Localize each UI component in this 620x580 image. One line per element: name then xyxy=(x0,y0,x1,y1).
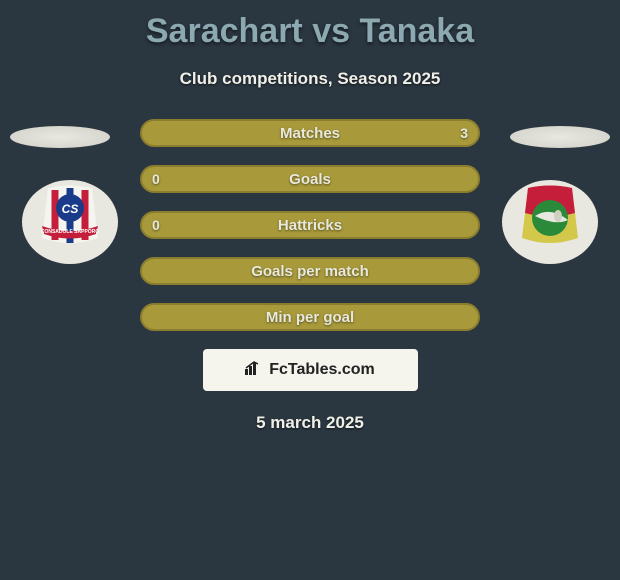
stat-label: Goals per match xyxy=(251,263,369,280)
stat-label: Matches xyxy=(280,125,340,142)
stat-left-value: 0 xyxy=(152,171,160,187)
svg-text:CONSADOLE SAPPORO: CONSADOLE SAPPORO xyxy=(41,229,99,235)
stats-container: Matches 3 0 Goals 0 Hattricks Goals per … xyxy=(140,119,480,331)
player-head-left xyxy=(10,126,110,148)
stat-row-goals: 0 Goals xyxy=(140,165,480,193)
stat-row-min-per-goal: Min per goal xyxy=(140,303,480,331)
stat-row-hattricks: 0 Hattricks xyxy=(140,211,480,239)
svg-text:CS: CS xyxy=(62,202,79,216)
stat-left-value: 0 xyxy=(152,217,160,233)
page-title: Sarachart vs Tanaka xyxy=(0,0,620,51)
player-head-right xyxy=(510,126,610,148)
subtitle: Club competitions, Season 2025 xyxy=(0,69,620,89)
stat-row-matches: Matches 3 xyxy=(140,119,480,147)
stat-row-goals-per-match: Goals per match xyxy=(140,257,480,285)
stat-label: Min per goal xyxy=(266,309,354,326)
branding-box[interactable]: FcTables.com xyxy=(203,349,418,391)
chart-icon xyxy=(245,361,263,380)
jersey-right xyxy=(500,178,600,266)
stat-label: Goals xyxy=(289,171,331,188)
jersey-left: CS CONSADOLE SAPPORO xyxy=(20,178,120,266)
branding-text: FcTables.com xyxy=(269,361,375,379)
stat-label: Hattricks xyxy=(278,217,342,234)
stat-right-value: 3 xyxy=(460,125,468,141)
date-text: 5 march 2025 xyxy=(0,413,620,433)
